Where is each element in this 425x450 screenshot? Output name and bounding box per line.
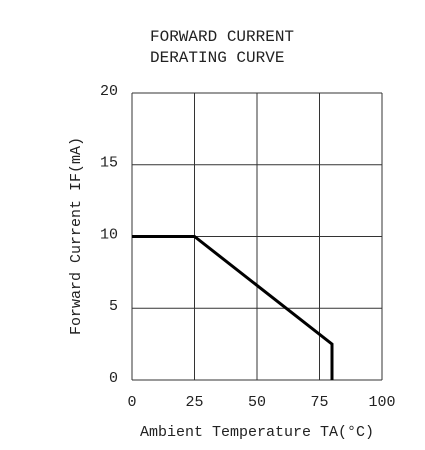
y-tick-label: 0 xyxy=(109,370,118,387)
x-tick-label: 50 xyxy=(248,394,266,411)
data-line xyxy=(132,235,334,380)
y-axis-label: Forward Current IF(mA) xyxy=(68,137,85,335)
y-tick-label: 20 xyxy=(100,83,118,100)
x-tick-label: 75 xyxy=(310,394,328,411)
chart-title-line: DERATING CURVE xyxy=(150,49,284,67)
y-tick-label: 10 xyxy=(100,226,118,243)
y-tick-label: 15 xyxy=(100,155,118,172)
y-tick-label: 5 xyxy=(109,298,118,315)
x-tick-label: 100 xyxy=(368,394,395,411)
x-tick-label: 25 xyxy=(185,394,203,411)
x-axis-label: Ambient Temperature TA(°C) xyxy=(140,424,374,441)
chart-title-line: FORWARD CURRENT xyxy=(150,28,294,46)
x-tick-label: 0 xyxy=(127,394,136,411)
